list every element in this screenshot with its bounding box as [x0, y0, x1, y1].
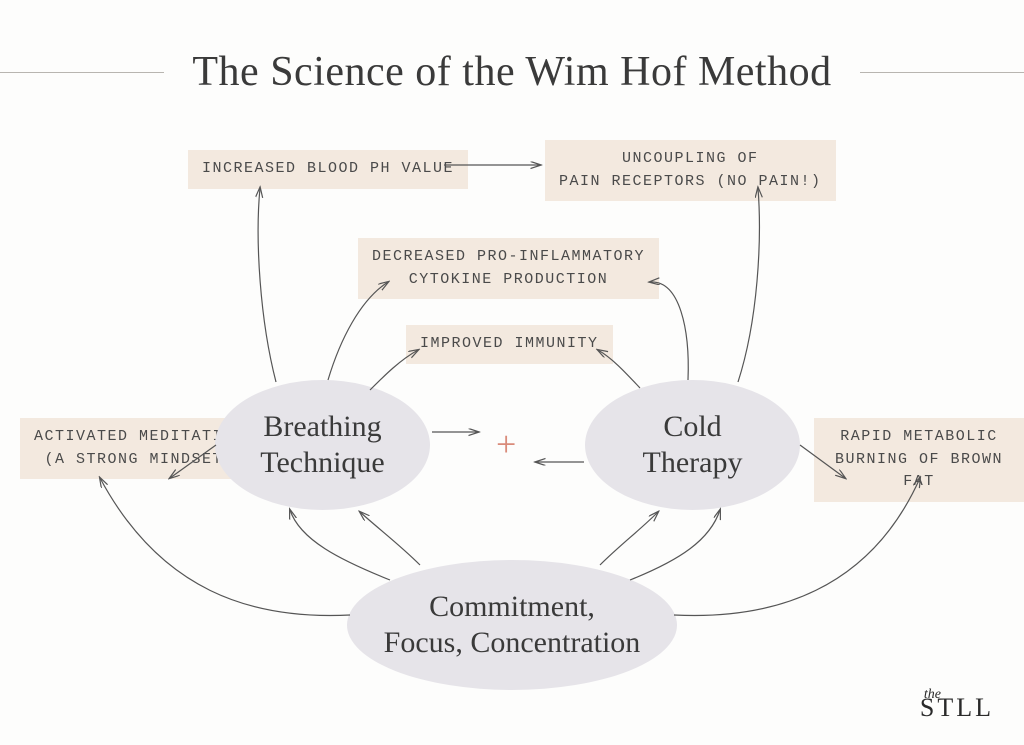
- box-metabolic: rapid metabolic burning of brown fat: [814, 418, 1024, 502]
- title-line-right: [860, 72, 1024, 73]
- box-uncoupling: uncoupling of pain receptors (no pain!): [545, 140, 836, 201]
- arrow-commitment-to-breathing-2: [360, 512, 420, 565]
- ellipse-cold: Cold Therapy: [585, 380, 800, 510]
- ellipse-breathing: Breathing Technique: [215, 380, 430, 510]
- arrow-cold-to-uncoupling: [738, 188, 759, 382]
- plus-icon: +: [496, 423, 516, 465]
- ellipse-breathing-label: Breathing Technique: [260, 409, 385, 481]
- page-title: The Science of the Wim Hof Method: [164, 48, 859, 96]
- logo: the STLL: [920, 687, 994, 723]
- title-line-left: [0, 72, 164, 73]
- box-cytokine: decreased pro-inflammatory cytokine prod…: [358, 238, 659, 299]
- box-immunity: improved immunity: [406, 325, 613, 364]
- logo-main: STLL: [920, 693, 994, 722]
- arrow-breathing-to-ph: [258, 188, 276, 382]
- ellipse-commitment: Commitment, Focus, Concentration: [347, 560, 677, 690]
- ellipse-commitment-label: Commitment, Focus, Concentration: [384, 589, 641, 661]
- arrow-commitment-to-cold-1: [630, 510, 720, 580]
- ellipse-cold-label: Cold Therapy: [643, 409, 743, 481]
- box-ph: increased blood ph value: [188, 150, 468, 189]
- arrow-commitment-to-breathing-1: [290, 510, 390, 580]
- arrow-commitment-to-cold-2: [600, 512, 658, 565]
- title-row: The Science of the Wim Hof Method: [0, 48, 1024, 96]
